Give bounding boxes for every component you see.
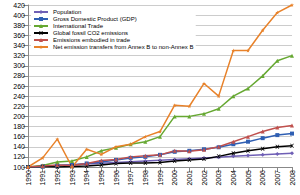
svg-text:Emissions embodied in trade: Emissions embodied in trade (53, 37, 131, 43)
svg-text:Net emission transfers from An: Net emission transfers from Annex B to n… (53, 44, 193, 50)
svg-text:240: 240 (13, 93, 25, 100)
svg-text:1999: 1999 (157, 170, 164, 186)
svg-text:280: 280 (13, 72, 25, 79)
svg-text:2007: 2007 (274, 170, 281, 186)
svg-text:300: 300 (13, 62, 25, 69)
svg-text:1997: 1997 (127, 170, 134, 186)
svg-text:340: 340 (13, 42, 25, 49)
svg-text:260: 260 (13, 83, 25, 90)
svg-text:1991: 1991 (39, 170, 46, 186)
svg-text:100: 100 (13, 164, 25, 171)
svg-text:2005: 2005 (245, 170, 252, 186)
svg-text:120: 120 (13, 153, 25, 160)
svg-text:1996: 1996 (113, 170, 120, 186)
svg-text:2003: 2003 (215, 170, 222, 186)
svg-text:2001: 2001 (186, 170, 193, 186)
svg-text:380: 380 (13, 22, 25, 29)
svg-text:Gross Domestic Product (GDP): Gross Domestic Product (GDP) (53, 16, 137, 22)
svg-text:2000: 2000 (171, 170, 178, 186)
svg-text:Global fossil CO2 emissions: Global fossil CO2 emissions (53, 30, 128, 36)
svg-text:140: 140 (13, 143, 25, 150)
svg-text:2004: 2004 (230, 170, 237, 186)
svg-text:320: 320 (13, 52, 25, 59)
svg-text:Population: Population (53, 9, 81, 15)
svg-text:200: 200 (13, 113, 25, 120)
svg-text:1992: 1992 (54, 170, 61, 186)
svg-text:1995: 1995 (98, 170, 105, 186)
svg-text:360: 360 (13, 32, 25, 39)
svg-text:180: 180 (13, 123, 25, 130)
svg-text:2002: 2002 (201, 170, 208, 186)
svg-text:160: 160 (13, 133, 25, 140)
svg-text:1998: 1998 (142, 170, 149, 186)
svg-text:400: 400 (13, 12, 25, 19)
svg-text:1990: 1990 (25, 170, 32, 186)
svg-text:220: 220 (13, 103, 25, 110)
svg-text:420: 420 (13, 2, 25, 9)
svg-text:2008: 2008 (289, 170, 296, 186)
svg-text:1993: 1993 (69, 170, 76, 186)
svg-text:1994: 1994 (83, 170, 90, 186)
svg-text:2006: 2006 (259, 170, 266, 186)
svg-text:International Trade: International Trade (53, 23, 104, 29)
